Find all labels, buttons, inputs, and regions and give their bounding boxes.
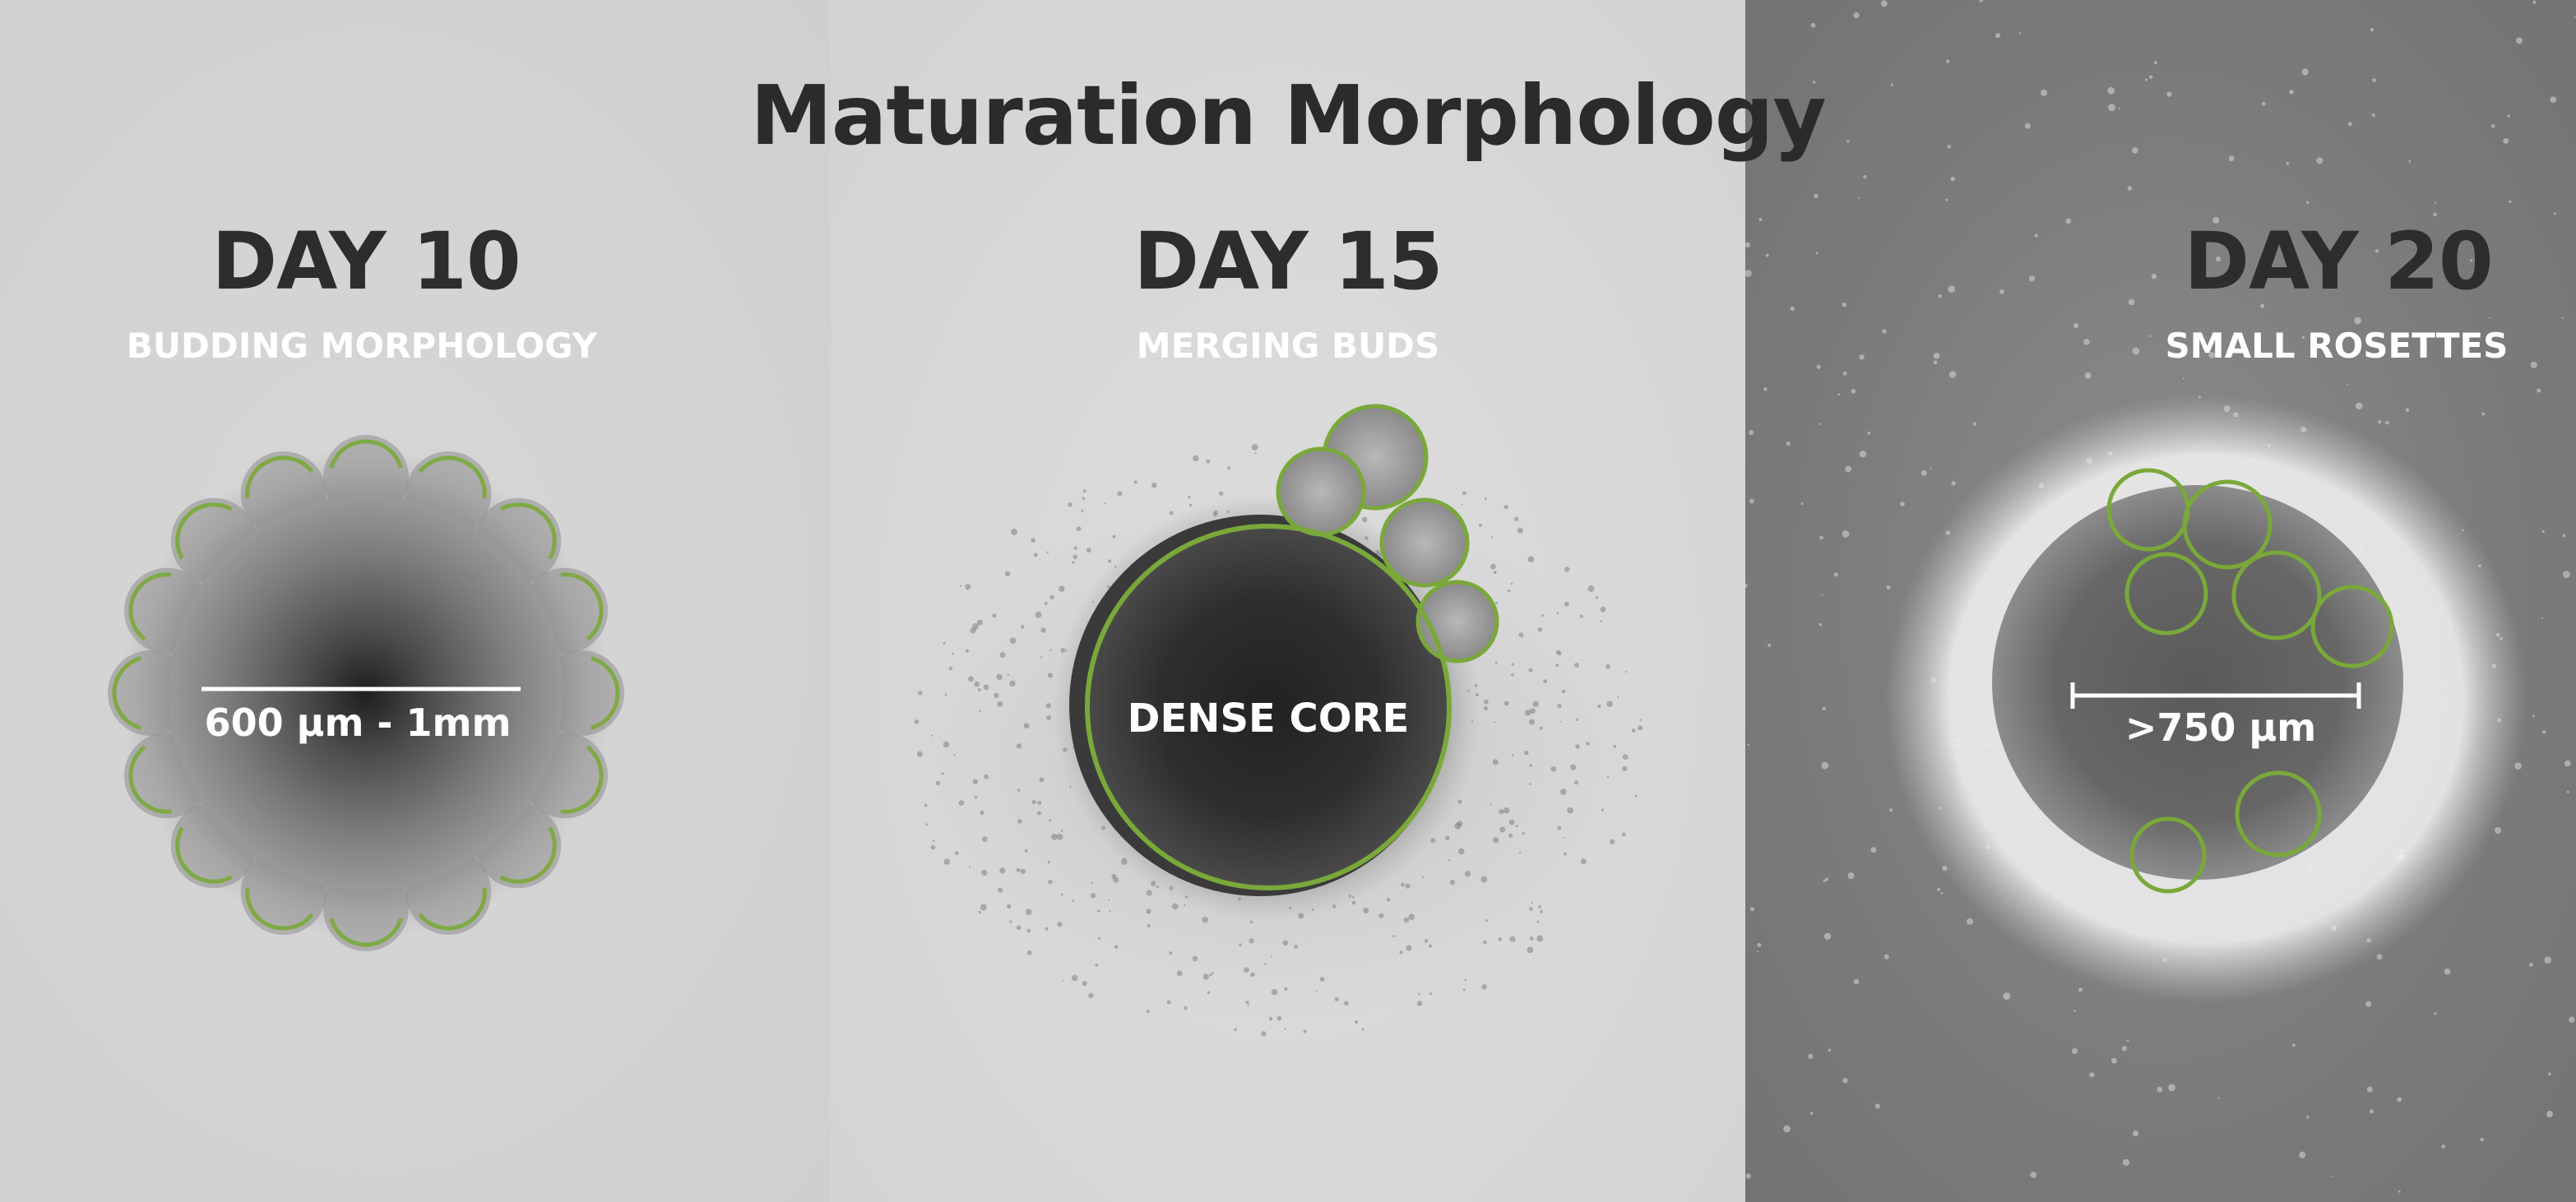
morphology-subtitle: SMALL ROSETTES bbox=[2165, 326, 2509, 366]
panel-day-20: DAY 20 SMALL ROSETTES >750 µm bbox=[1745, 0, 2576, 1202]
scale-bar bbox=[2070, 682, 2361, 709]
panel-day-10: DAY 10 BUDDING MORPHOLOGY 600 µm - 1mm bbox=[0, 0, 831, 1202]
size-measurement: 600 µm - 1mm bbox=[204, 700, 512, 745]
core-label: DENSE CORE bbox=[1127, 696, 1410, 742]
merging-buds bbox=[1276, 404, 1499, 663]
panel-day-15: DAY 15 MERGING BUDS DENSE CORE bbox=[831, 0, 1745, 1202]
rosette-outlines bbox=[2106, 468, 2394, 894]
size-measurement: >750 µm bbox=[2124, 705, 2317, 750]
day-label: DAY 15 bbox=[1133, 215, 1443, 307]
morphology-subtitle: BUDDING MORPHOLOGY bbox=[126, 326, 598, 366]
page-title: Maturation Morphology bbox=[750, 67, 1826, 164]
organoid-budding-image bbox=[108, 435, 624, 951]
organoid-rosettes-image bbox=[1745, 0, 2576, 1193]
day-label: DAY 20 bbox=[2184, 215, 2493, 307]
day-label: DAY 10 bbox=[211, 215, 521, 307]
organoid-merging-image bbox=[913, 404, 1643, 1037]
dense-core-outline bbox=[1085, 524, 1452, 890]
morphology-subtitle: MERGING BUDS bbox=[1136, 326, 1440, 366]
